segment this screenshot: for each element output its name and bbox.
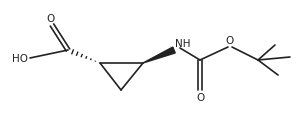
Text: O: O (196, 92, 204, 102)
Polygon shape (143, 48, 175, 63)
Text: O: O (225, 36, 233, 46)
Text: NH: NH (175, 39, 191, 49)
Text: O: O (46, 14, 54, 24)
Text: HO: HO (12, 54, 28, 63)
